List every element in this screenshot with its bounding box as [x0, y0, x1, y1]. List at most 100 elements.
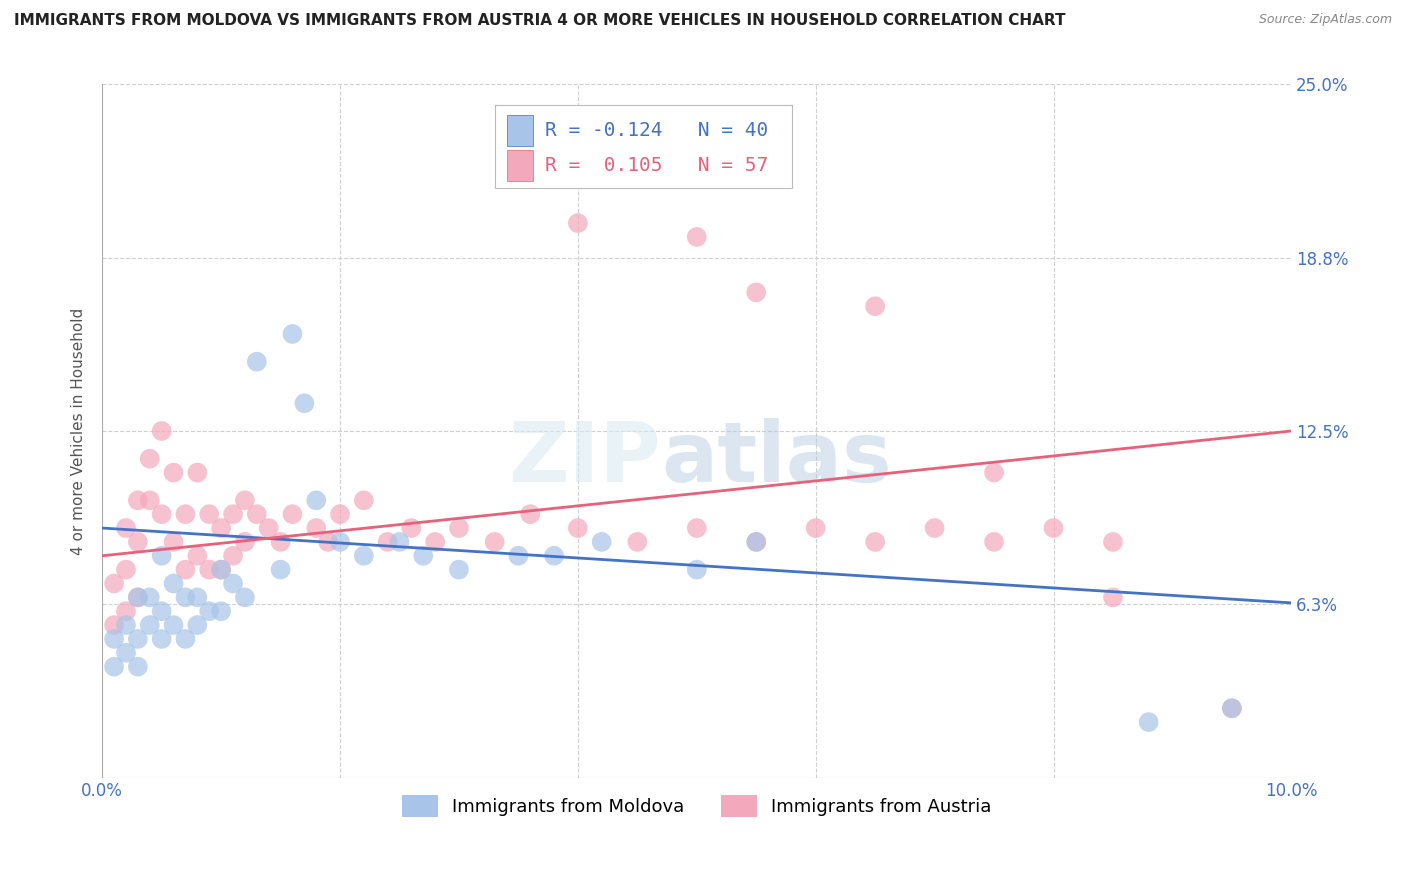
Legend: Immigrants from Moldova, Immigrants from Austria: Immigrants from Moldova, Immigrants from… — [395, 788, 998, 824]
Point — [447, 563, 470, 577]
Point — [162, 535, 184, 549]
Point — [186, 591, 208, 605]
Point — [412, 549, 434, 563]
Point — [127, 659, 149, 673]
Point — [567, 216, 589, 230]
Point — [127, 632, 149, 646]
Point — [292, 396, 315, 410]
Point — [543, 549, 565, 563]
Text: R =  0.105   N = 57: R = 0.105 N = 57 — [544, 155, 768, 175]
Point — [174, 507, 197, 521]
Point — [401, 521, 423, 535]
Point — [103, 632, 125, 646]
Point — [222, 576, 245, 591]
Point — [329, 535, 352, 549]
Point — [567, 521, 589, 535]
Point — [425, 535, 447, 549]
Point — [174, 591, 197, 605]
FancyBboxPatch shape — [495, 105, 792, 188]
Text: R = -0.124   N = 40: R = -0.124 N = 40 — [544, 120, 768, 140]
Point — [745, 285, 768, 300]
Point — [162, 466, 184, 480]
Point — [305, 521, 328, 535]
Point — [222, 507, 245, 521]
Point — [233, 591, 256, 605]
Point — [508, 549, 530, 563]
Point — [233, 535, 256, 549]
Point — [139, 493, 162, 508]
Point — [150, 604, 173, 618]
Point — [198, 507, 221, 521]
Text: IMMIGRANTS FROM MOLDOVA VS IMMIGRANTS FROM AUSTRIA 4 OR MORE VEHICLES IN HOUSEHO: IMMIGRANTS FROM MOLDOVA VS IMMIGRANTS FR… — [14, 13, 1066, 29]
Point — [1102, 535, 1125, 549]
Point — [316, 535, 339, 549]
Point — [115, 618, 138, 632]
Point — [150, 507, 173, 521]
Point — [745, 535, 768, 549]
Point — [186, 618, 208, 632]
Point — [626, 535, 648, 549]
Point — [686, 563, 709, 577]
Point — [983, 535, 1005, 549]
Point — [1220, 701, 1243, 715]
Point — [209, 521, 232, 535]
Point — [186, 549, 208, 563]
Point — [246, 354, 269, 368]
Point — [745, 535, 768, 549]
Point — [388, 535, 411, 549]
Bar — [506, 114, 533, 145]
Point — [353, 549, 375, 563]
Point — [162, 618, 184, 632]
Text: Source: ZipAtlas.com: Source: ZipAtlas.com — [1258, 13, 1392, 27]
Text: atlas: atlas — [661, 418, 891, 500]
Point — [1042, 521, 1064, 535]
Point — [863, 535, 886, 549]
Point — [246, 507, 269, 521]
Point — [686, 521, 709, 535]
Point — [209, 604, 232, 618]
Point — [270, 535, 292, 549]
Point — [150, 424, 173, 438]
Point — [484, 535, 506, 549]
Point — [127, 591, 149, 605]
Point — [924, 521, 946, 535]
Point — [209, 563, 232, 577]
Point — [198, 563, 221, 577]
Point — [329, 507, 352, 521]
Point — [983, 466, 1005, 480]
Point — [174, 632, 197, 646]
Bar — [506, 150, 533, 181]
Point — [686, 230, 709, 244]
Point — [115, 604, 138, 618]
Y-axis label: 4 or more Vehicles in Household: 4 or more Vehicles in Household — [72, 308, 86, 555]
Point — [127, 591, 149, 605]
Point — [139, 618, 162, 632]
Point — [115, 646, 138, 660]
Point — [257, 521, 280, 535]
Point — [103, 618, 125, 632]
Point — [804, 521, 827, 535]
Point — [150, 549, 173, 563]
Point — [281, 507, 304, 521]
Point — [186, 466, 208, 480]
Point — [233, 493, 256, 508]
Point — [115, 521, 138, 535]
Point — [103, 576, 125, 591]
Point — [1220, 701, 1243, 715]
Point — [1137, 715, 1160, 730]
Point — [281, 326, 304, 341]
Text: ZIP: ZIP — [509, 418, 661, 500]
Point — [115, 563, 138, 577]
Point — [270, 563, 292, 577]
Point — [139, 591, 162, 605]
Point — [127, 493, 149, 508]
Point — [150, 632, 173, 646]
Point — [174, 563, 197, 577]
Point — [162, 576, 184, 591]
Point — [519, 507, 541, 521]
Point — [353, 493, 375, 508]
Point — [305, 493, 328, 508]
Point — [198, 604, 221, 618]
Point — [591, 535, 613, 549]
Point — [139, 451, 162, 466]
